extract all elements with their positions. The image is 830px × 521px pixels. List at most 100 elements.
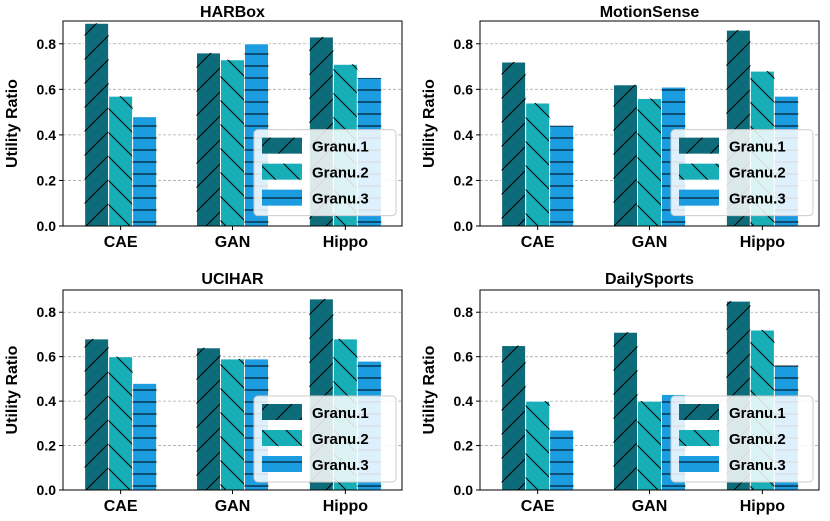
- x-tick-label: CAE: [521, 498, 555, 515]
- legend-label: Granu.3: [729, 191, 786, 208]
- y-tick-label: 0.4: [454, 127, 474, 143]
- y-tick-label: 0.2: [454, 172, 474, 188]
- y-tick-label: 0.2: [37, 438, 57, 454]
- x-tick-label: Hippo: [323, 498, 369, 515]
- y-tick-label: 0.8: [454, 36, 474, 52]
- bar-hatch: [525, 103, 550, 226]
- bar-gan-granu-1: [613, 331, 638, 491]
- bar-hatch: [108, 96, 133, 227]
- y-tick-label: 0.0: [37, 218, 57, 234]
- bar-hatch: [525, 401, 550, 490]
- legend-item-granu-1: Granu.1: [679, 137, 786, 156]
- y-axis-label: Utility Ratio: [421, 345, 438, 434]
- legend-label: Granu.1: [729, 405, 786, 422]
- legend-item-granu-2: Granu.2: [679, 430, 786, 448]
- legend-item-granu-2: Granu.2: [262, 430, 369, 448]
- chart-title: MotionSense: [600, 4, 700, 21]
- legend-label: Granu.3: [729, 457, 786, 474]
- x-tick-label: Hippo: [740, 234, 786, 251]
- legend-item-granu-1: Granu.1: [679, 404, 786, 422]
- bar-cae-granu-3: [132, 116, 158, 227]
- bar-cae-granu-1: [501, 345, 527, 491]
- y-tick-label: 0.0: [37, 482, 57, 498]
- x-tick-label: GAN: [632, 234, 668, 251]
- bar-cae-granu-1: [501, 61, 527, 227]
- bar-hatch: [613, 332, 638, 490]
- legend-item-granu-1: Granu.1: [262, 137, 369, 156]
- bar-hatch: [613, 84, 638, 227]
- bar-cae-granu-2: [525, 102, 551, 227]
- legend-label: Granu.1: [312, 139, 369, 156]
- bar-gan-granu-1: [196, 347, 221, 491]
- legend-item-granu-2: Granu.2: [679, 163, 786, 182]
- legend-item-granu-3: Granu.3: [262, 456, 369, 474]
- bar-hatch: [501, 62, 526, 226]
- legend-label: Granu.1: [312, 405, 369, 422]
- chart-title: HARBox: [200, 4, 265, 21]
- bar-gan-granu-2: [220, 59, 245, 227]
- x-tick-label: CAE: [104, 234, 138, 251]
- legend-swatch-hatch: [679, 189, 719, 206]
- bar-cae-granu-1: [84, 22, 110, 227]
- legend: Granu.1 Granu.2 Granu.3: [670, 395, 814, 483]
- bar-cae-granu-3: [549, 429, 575, 491]
- bar-gan-granu-1: [613, 84, 638, 227]
- bar-hatch: [549, 125, 574, 226]
- bar-hatch: [220, 358, 245, 490]
- legend-swatch-hatch: [262, 163, 302, 180]
- legend: Granu.1 Granu.2 Granu.3: [253, 129, 397, 217]
- bar-hatch: [637, 401, 662, 490]
- plot-frame: [479, 289, 820, 491]
- chart-panel-harbox: HARBox Utility Ratio 0.0 0.2 0.4 0.6 0.8 CAE GAN…: [4, 4, 403, 251]
- legend-item-granu-3: Granu.3: [679, 456, 786, 474]
- y-tick-label: 0.0: [454, 218, 474, 234]
- chart-panel-motionsense: MotionSense Utility Ratio 0.0 0.2 0.4 0.6 0.8 C…: [421, 4, 820, 251]
- y-tick-label: 0.6: [454, 349, 474, 365]
- bar-hatch: [220, 59, 245, 226]
- legend-swatch-hatch: [679, 430, 719, 446]
- y-tick-label: 0.4: [37, 127, 57, 143]
- x-tick-label: CAE: [521, 234, 555, 251]
- x-tick-label: GAN: [215, 234, 251, 251]
- bar-hatch: [84, 23, 109, 227]
- y-tick-label: 0.6: [37, 81, 57, 97]
- legend-swatch-hatch: [679, 137, 719, 154]
- x-tick-label: GAN: [632, 498, 668, 515]
- chart-panel-ucihar: UCIHAR Utility Ratio 0.0 0.2 0.4 0.6 0.8 CAE GAN…: [4, 271, 403, 515]
- chart-title: DailySports: [605, 271, 694, 288]
- legend: Granu.1 Granu.2 Granu.3: [670, 129, 814, 217]
- bar-hatch: [196, 52, 221, 227]
- legend-swatch-hatch: [262, 456, 302, 472]
- legend-label: Granu.2: [312, 165, 369, 182]
- y-axis-label: Utility Ratio: [421, 79, 438, 168]
- bar-hatch: [196, 347, 221, 490]
- bar-gan-granu-1: [196, 52, 221, 227]
- bar-gan-granu-2: [637, 400, 662, 491]
- legend-item-granu-1: Granu.1: [262, 404, 369, 422]
- legend-swatch-hatch: [262, 137, 302, 154]
- bar-hatch: [132, 383, 157, 490]
- chart-title: UCIHAR: [201, 271, 264, 288]
- y-axis-label: Utility Ratio: [4, 79, 21, 168]
- bar-cae-granu-2: [108, 356, 134, 491]
- y-tick-label: 0.8: [454, 304, 474, 320]
- y-tick-label: 0.8: [37, 36, 57, 52]
- legend-swatch-hatch: [262, 404, 302, 420]
- legend-label: Granu.2: [312, 431, 369, 448]
- legend-label: Granu.1: [729, 139, 786, 156]
- y-tick-label: 0.6: [454, 81, 474, 97]
- legend-swatch-hatch: [679, 163, 719, 180]
- bar-hatch: [132, 116, 157, 226]
- bar-hatch: [501, 345, 526, 490]
- legend-swatch-hatch: [679, 456, 719, 472]
- y-tick-label: 0.8: [37, 304, 57, 320]
- bar-hatch: [84, 338, 109, 490]
- bar-cae-granu-2: [525, 400, 551, 491]
- legend-swatch-hatch: [262, 430, 302, 446]
- legend-item-granu-2: Granu.2: [262, 163, 369, 182]
- legend-swatch-hatch: [262, 189, 302, 206]
- legend-swatch-hatch: [679, 404, 719, 420]
- plot-frame: [62, 289, 403, 491]
- legend-item-granu-3: Granu.3: [262, 189, 369, 208]
